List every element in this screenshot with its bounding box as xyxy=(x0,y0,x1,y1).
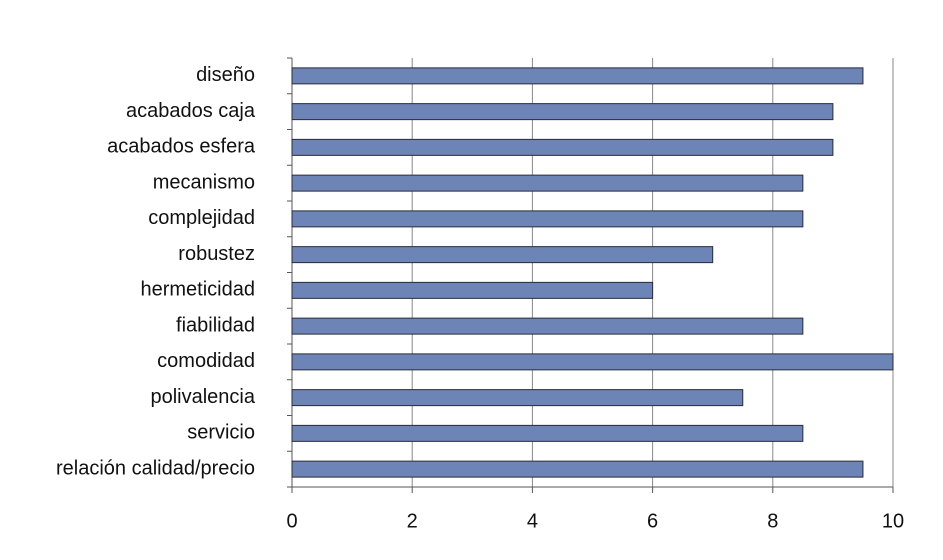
y-tick-label: diseño xyxy=(196,64,255,86)
bar xyxy=(291,174,804,192)
bar xyxy=(291,103,834,121)
x-tick-label: 10 xyxy=(882,510,904,532)
x-tick-label: 4 xyxy=(527,510,538,532)
y-tick-label: relación calidad/precio xyxy=(56,457,255,479)
bar xyxy=(291,138,834,156)
y-tick-label: acabados caja xyxy=(126,100,256,122)
bar xyxy=(291,460,864,478)
y-tick-label: servicio xyxy=(187,422,255,444)
bar xyxy=(291,424,804,442)
bar xyxy=(291,317,804,335)
y-tick-label: mecanismo xyxy=(153,171,255,193)
bar xyxy=(291,353,894,371)
y-tick-label: robustez xyxy=(178,243,255,265)
x-tick-label: 2 xyxy=(407,510,418,532)
y-tick-label: complejidad xyxy=(148,207,255,229)
bar xyxy=(291,246,714,264)
bar xyxy=(291,389,744,407)
y-tick-label: polivalencia xyxy=(150,386,255,408)
y-tick-label: fiabilidad xyxy=(176,314,255,336)
x-tick-label: 6 xyxy=(647,510,658,532)
bar xyxy=(291,281,654,299)
y-tick-label: hermeticidad xyxy=(140,279,255,301)
bar xyxy=(291,210,804,228)
x-tick-label: 8 xyxy=(767,510,778,532)
bar xyxy=(291,67,864,85)
x-tick-label: 0 xyxy=(286,510,297,532)
y-tick-label: acabados esfera xyxy=(107,136,256,158)
y-tick-label: comodidad xyxy=(157,350,255,372)
